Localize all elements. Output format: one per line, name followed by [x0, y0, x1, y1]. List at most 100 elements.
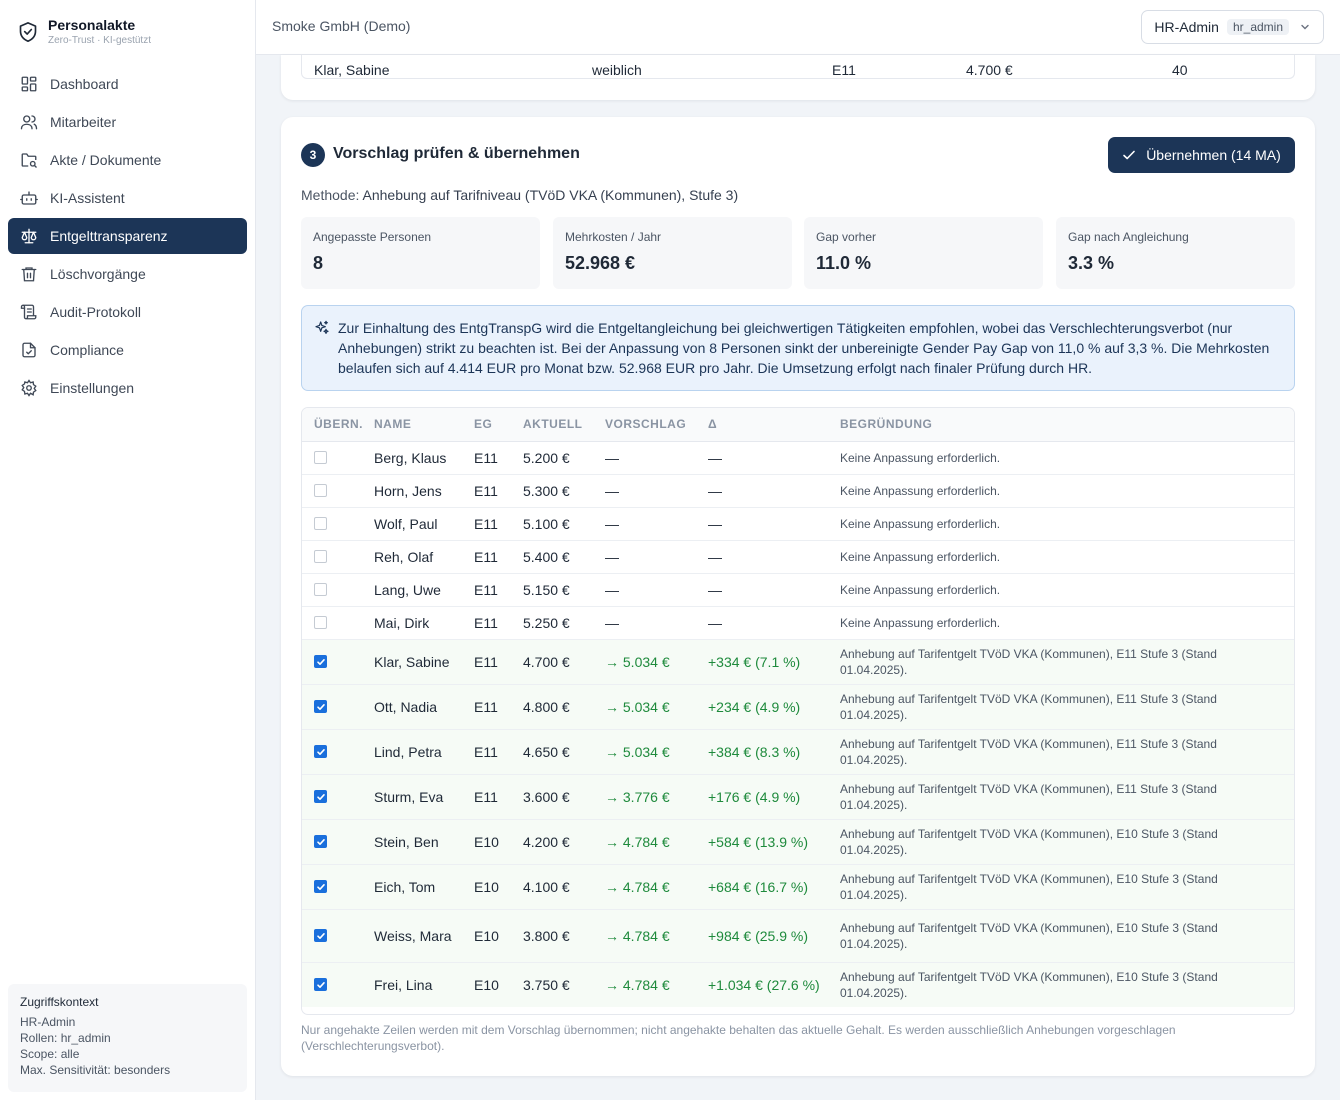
- cell-current: 5.250 €: [523, 606, 605, 640]
- cell-current: 4.650 €: [523, 729, 605, 775]
- previous-card: Klar, Sabine weiblich E11 4.700 € 40: [281, 55, 1315, 100]
- cell-name: Horn, Jens: [374, 474, 474, 508]
- step-badge: 3: [301, 143, 325, 167]
- cell-reason: Keine Anpassung erforderlich.: [840, 573, 1294, 607]
- check-icon: [316, 838, 325, 845]
- cell-proposal: → 5.034 €: [605, 684, 708, 730]
- cell-current: 5.100 €: [523, 507, 605, 541]
- cell-current: 4.200 €: [523, 819, 605, 865]
- table-body: Berg, Klaus E11 5.200 € — — Keine Anpassung e…: [302, 441, 1294, 1007]
- cell-name: Reh, Olaf: [374, 540, 474, 574]
- scale-icon: [21, 228, 37, 244]
- row-checkbox[interactable]: [314, 616, 327, 629]
- row-checkbox[interactable]: [314, 655, 327, 668]
- cell-name: Weiss, Mara: [374, 909, 474, 963]
- previous-table-row: Klar, Sabine weiblich E11 4.700 € 40: [301, 55, 1295, 79]
- row-checkbox[interactable]: [314, 745, 327, 758]
- sidebar: Personalakte Zero-Trust · KI-gestützt Da…: [0, 0, 256, 1100]
- cell-apply: [302, 684, 374, 730]
- topbar: Smoke GmbH (Demo) HR-Admin hr_admin: [256, 0, 1340, 55]
- cell-reason: Keine Anpassung erforderlich.: [840, 507, 1294, 541]
- cell-current: 5.300 €: [523, 474, 605, 508]
- sidebar-item-label: Entgelttransparenz: [50, 228, 168, 244]
- sidebar-item-einstellungen[interactable]: Einstellungen: [8, 370, 247, 406]
- sidebar-item-audit-protokoll[interactable]: Audit-Protokoll: [8, 294, 247, 330]
- cell-proposal: —: [605, 606, 708, 640]
- row-checkbox[interactable]: [314, 700, 327, 713]
- table-row: Sturm, Eva E11 3.600 € → 3.776 € +176 € (4.9…: [302, 774, 1294, 820]
- stat-gap-before: Gap vorher 11.0 %: [804, 217, 1043, 289]
- cell-eg: E11: [474, 606, 523, 640]
- gear-icon: [21, 379, 37, 397]
- cell-current: 4.100 €: [523, 864, 605, 910]
- footnote: Nur angehakte Zeilen werden mit dem Vors…: [301, 1023, 1176, 1053]
- cell-delta: —: [708, 540, 840, 574]
- row-checkbox[interactable]: [314, 583, 327, 596]
- bot-icon: [20, 191, 38, 205]
- cell-apply: [302, 606, 374, 640]
- cell-eg: E11: [474, 474, 523, 508]
- cell-reason: Anhebung auf Tarifentgelt TVöD VKA (Komm…: [840, 774, 1294, 820]
- col-proposal: VORSCHLAG: [605, 408, 708, 442]
- table-row: Reh, Olaf E11 5.400 € — — Keine Anpassung erf…: [302, 540, 1294, 574]
- trash-icon: [21, 267, 37, 282]
- row-checkbox[interactable]: [314, 484, 327, 497]
- row-checkbox[interactable]: [314, 550, 327, 563]
- apply-button[interactable]: Übernehmen (14 MA): [1108, 137, 1295, 173]
- cell-proposal: → 5.034 €: [605, 639, 708, 685]
- cell-reason: Anhebung auf Tarifentgelt TVöD VKA (Komm…: [840, 909, 1294, 963]
- cell-apply: [302, 864, 374, 910]
- cell-proposal: → 4.784 €: [605, 864, 708, 910]
- row-checkbox[interactable]: [314, 451, 327, 464]
- sidebar-item-compliance[interactable]: Compliance: [8, 332, 247, 368]
- brand[interactable]: Personalakte Zero-Trust · KI-gestützt: [18, 16, 151, 47]
- row-checkbox[interactable]: [314, 517, 327, 530]
- row-checkbox[interactable]: [314, 929, 327, 942]
- sidebar-item-loeschvorgaenge[interactable]: Löschvorgänge: [8, 256, 247, 292]
- sidebar-item-mitarbeiter[interactable]: Mitarbeiter: [8, 104, 247, 140]
- user-menu[interactable]: HR-Admin hr_admin: [1141, 10, 1324, 44]
- cell-proposal: → 4.784 €: [605, 819, 708, 865]
- stat-value: 52.968 €: [565, 253, 636, 273]
- cell-delta: —: [708, 507, 840, 541]
- cell-name: Sturm, Eva: [374, 774, 474, 820]
- col-apply: ÜBERN.: [302, 408, 374, 442]
- row-checkbox[interactable]: [314, 790, 327, 803]
- stat-label: Gap nach Angleichung: [1068, 230, 1189, 244]
- col-delta: Δ: [708, 408, 840, 442]
- stat-value: 11.0 %: [816, 253, 872, 273]
- cell-eg: E11: [474, 774, 523, 820]
- table-row: Frei, Lina E10 3.750 € → 4.784 € +1.034 € (2…: [302, 962, 1294, 1007]
- cell-current: 3.800 €: [523, 909, 605, 963]
- access-context: Zugriffskontext HR-Admin Rollen: hr_admi…: [8, 984, 247, 1092]
- dashboard-icon: [21, 76, 37, 92]
- row-checkbox[interactable]: [314, 880, 327, 893]
- row-checkbox[interactable]: [314, 978, 327, 992]
- row-checkbox[interactable]: [314, 835, 327, 848]
- proposal-table: ÜBERN. NAME EG AKTUELL VORSCHLAG Δ BEGRÜ…: [301, 407, 1295, 1015]
- cell-delta: —: [708, 606, 840, 640]
- cell-delta: +234 € (4.9 %): [708, 684, 840, 730]
- sidebar-item-akte[interactable]: Akte / Dokumente: [8, 142, 247, 178]
- cell-reason: Anhebung auf Tarifentgelt TVöD VKA (Komm…: [840, 684, 1294, 730]
- cell-proposal: → 4.784 €: [605, 909, 708, 963]
- cell-delta: +384 € (8.3 %): [708, 729, 840, 775]
- access-context-scope: Scope: alle: [20, 1047, 80, 1061]
- card-title: Vorschlag prüfen & übernehmen: [333, 145, 580, 162]
- table-row: Horn, Jens E11 5.300 € — — Keine Anpassung er…: [302, 474, 1294, 508]
- cell-apply: [302, 474, 374, 508]
- sidebar-item-ki-assistent[interactable]: KI-Assistent: [8, 180, 247, 216]
- users-icon: [20, 115, 38, 130]
- prev-row-gender: weiblich: [592, 62, 642, 78]
- sidebar-item-entgelttransparenz[interactable]: Entgelttransparenz: [8, 218, 247, 254]
- cell-proposal: → 5.034 €: [605, 729, 708, 775]
- cell-reason: Anhebung auf Tarifentgelt TVöD VKA (Komm…: [840, 639, 1294, 685]
- company-name: Smoke GmbH (Demo): [272, 18, 411, 34]
- cell-eg: E11: [474, 540, 523, 574]
- access-context-roles: Rollen: hr_admin: [20, 1031, 111, 1045]
- apply-button-label: Übernehmen (14 MA): [1146, 147, 1281, 163]
- prev-row-hours: 40: [1172, 62, 1188, 78]
- table-row: Wolf, Paul E11 5.100 € — — Keine Anpassung er…: [302, 507, 1294, 541]
- sidebar-item-dashboard[interactable]: Dashboard: [8, 66, 247, 102]
- check-icon: [316, 793, 325, 800]
